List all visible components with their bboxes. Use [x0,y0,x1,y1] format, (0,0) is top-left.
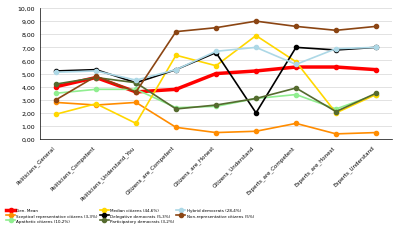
Delegative democrats (5,3%) [134,82,138,85]
Median citizens (44,6%) [334,112,338,115]
Participatory democrats (3,2%) [214,104,218,107]
Delegative democrats (5,3%) [374,47,378,50]
Line: Sceptical representative citizens (3,3%): Sceptical representative citizens (3,3%) [54,101,378,136]
Hybrid democrats (28,4%) [214,51,218,53]
Participatory democrats (3,2%) [174,108,178,111]
Median citizens (44,6%) [254,35,258,38]
Gen. Mean [134,91,138,94]
Gen. Mean [374,69,378,72]
Apathetic citizens (10,2%) [294,94,298,97]
Sceptical representative citizens (3,3%) [294,122,298,125]
Sceptical representative citizens (3,3%) [214,132,218,134]
Sceptical representative citizens (3,3%) [54,102,58,104]
Non-representative citizens (5%) [254,21,258,23]
Median citizens (44,6%) [134,122,138,125]
Delegative democrats (5,3%) [54,70,58,73]
Sceptical representative citizens (3,3%) [334,133,338,136]
Apathetic citizens (10,2%) [254,98,258,100]
Apathetic citizens (10,2%) [214,106,218,108]
Hybrid democrats (28,4%) [174,69,178,72]
Line: Gen. Mean: Gen. Mean [54,66,378,94]
Apathetic citizens (10,2%) [134,89,138,91]
Non-representative citizens (5%) [214,27,218,30]
Apathetic citizens (10,2%) [334,108,338,111]
Median citizens (44,6%) [374,94,378,97]
Non-representative citizens (5%) [294,26,298,29]
Non-representative citizens (5%) [374,26,378,29]
Participatory democrats (3,2%) [254,98,258,100]
Median citizens (44,6%) [174,55,178,57]
Hybrid democrats (28,4%) [254,47,258,50]
Line: Participatory democrats (3,2%): Participatory democrats (3,2%) [54,76,378,114]
Apathetic citizens (10,2%) [54,92,58,95]
Participatory democrats (3,2%) [94,77,98,79]
Line: Non-representative citizens (5%): Non-representative citizens (5%) [54,20,378,102]
Hybrid democrats (28,4%) [374,47,378,50]
Non-representative citizens (5%) [134,91,138,94]
Gen. Mean [174,89,178,91]
Delegative democrats (5,3%) [294,47,298,50]
Delegative democrats (5,3%) [94,69,98,72]
Sceptical representative citizens (3,3%) [94,104,98,107]
Gen. Mean [54,86,58,89]
Apathetic citizens (10,2%) [174,107,178,110]
Median citizens (44,6%) [94,103,98,106]
Hybrid democrats (28,4%) [94,70,98,73]
Sceptical representative citizens (3,3%) [134,102,138,104]
Delegative democrats (5,3%) [214,52,218,55]
Participatory democrats (3,2%) [334,111,338,113]
Legend: Gen. Mean, Sceptical representative citizens (3,3%), Apathetic citizens (10,2%),: Gen. Mean, Sceptical representative citi… [6,209,254,223]
Participatory democrats (3,2%) [134,82,138,85]
Median citizens (44,6%) [54,113,58,116]
Hybrid democrats (28,4%) [294,64,298,66]
Median citizens (44,6%) [294,61,298,64]
Sceptical representative citizens (3,3%) [374,132,378,134]
Delegative democrats (5,3%) [174,69,178,72]
Delegative democrats (5,3%) [254,112,258,115]
Non-representative citizens (5%) [54,99,58,102]
Non-representative citizens (5%) [94,76,98,78]
Gen. Mean [254,70,258,73]
Line: Apathetic citizens (10,2%): Apathetic citizens (10,2%) [54,88,378,112]
Apathetic citizens (10,2%) [94,89,98,91]
Line: Delegative democrats (5,3%): Delegative democrats (5,3%) [54,46,378,115]
Apathetic citizens (10,2%) [374,94,378,97]
Non-representative citizens (5%) [174,31,178,34]
Hybrid democrats (28,4%) [134,79,138,82]
Line: Hybrid democrats (28,4%): Hybrid democrats (28,4%) [54,46,378,83]
Participatory democrats (3,2%) [294,87,298,90]
Delegative democrats (5,3%) [334,50,338,52]
Sceptical representative citizens (3,3%) [254,130,258,133]
Sceptical representative citizens (3,3%) [174,126,178,129]
Participatory democrats (3,2%) [54,83,58,86]
Gen. Mean [214,73,218,76]
Participatory democrats (3,2%) [374,92,378,95]
Non-representative citizens (5%) [334,30,338,33]
Gen. Mean [94,77,98,79]
Gen. Mean [294,66,298,69]
Hybrid democrats (28,4%) [334,48,338,51]
Line: Median citizens (44,6%): Median citizens (44,6%) [54,34,378,126]
Median citizens (44,6%) [214,65,218,68]
Hybrid democrats (28,4%) [54,72,58,74]
Gen. Mean [334,66,338,69]
